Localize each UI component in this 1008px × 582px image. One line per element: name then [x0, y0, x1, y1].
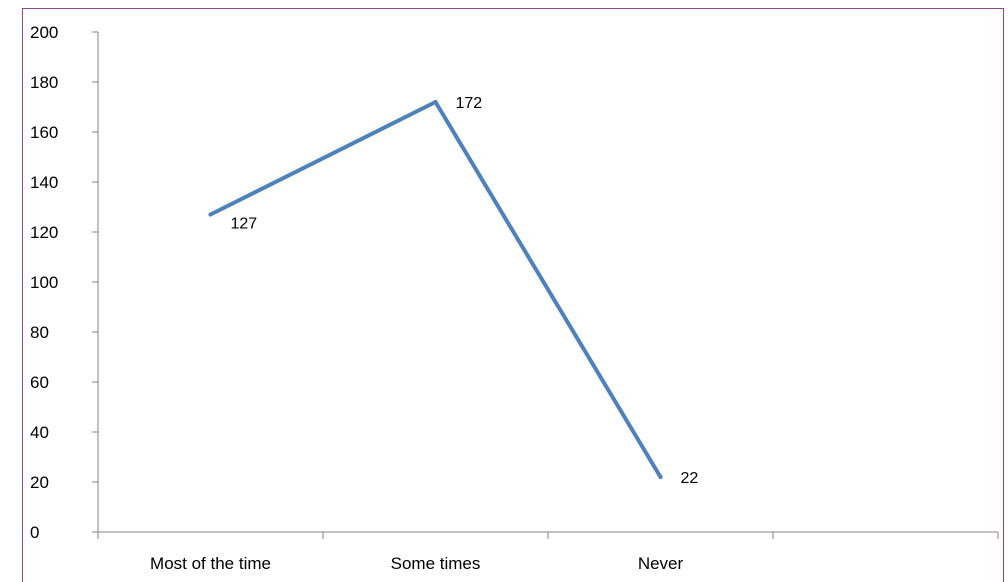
series-layer: [208, 100, 663, 479]
data-label: 22: [681, 470, 699, 487]
x-category-label: Some times: [391, 554, 481, 573]
data-point: [658, 475, 663, 479]
x-axis-categories: Most of the time Some times Never: [97, 532, 999, 573]
y-tick-label: 100: [30, 273, 58, 292]
y-axis-ticks: 0 20 40 60 80 100 120 140 160 180 200: [30, 23, 98, 542]
data-point: [433, 100, 438, 104]
chart-frame: [22, 8, 1004, 582]
y-tick-label: 60: [30, 373, 49, 392]
y-tick-label: 20: [30, 473, 49, 492]
y-tick-label: 80: [30, 323, 49, 342]
data-point: [208, 212, 213, 217]
data-labels: 127 172 22: [231, 95, 699, 487]
x-category-label: Never: [638, 554, 684, 573]
axes: [97, 32, 998, 533]
y-tick-label: 0: [30, 523, 39, 542]
y-tick-label: 40: [30, 423, 49, 442]
y-tick-label: 120: [30, 223, 58, 242]
y-tick-label: 140: [30, 173, 58, 192]
data-label: 127: [231, 216, 258, 233]
data-label: 172: [456, 95, 483, 112]
y-tick-label: 160: [30, 123, 58, 142]
y-tick-label: 180: [30, 73, 58, 92]
y-tick-label: 200: [30, 23, 58, 42]
x-category-label: Most of the time: [150, 554, 271, 573]
series-line: [208, 100, 663, 479]
